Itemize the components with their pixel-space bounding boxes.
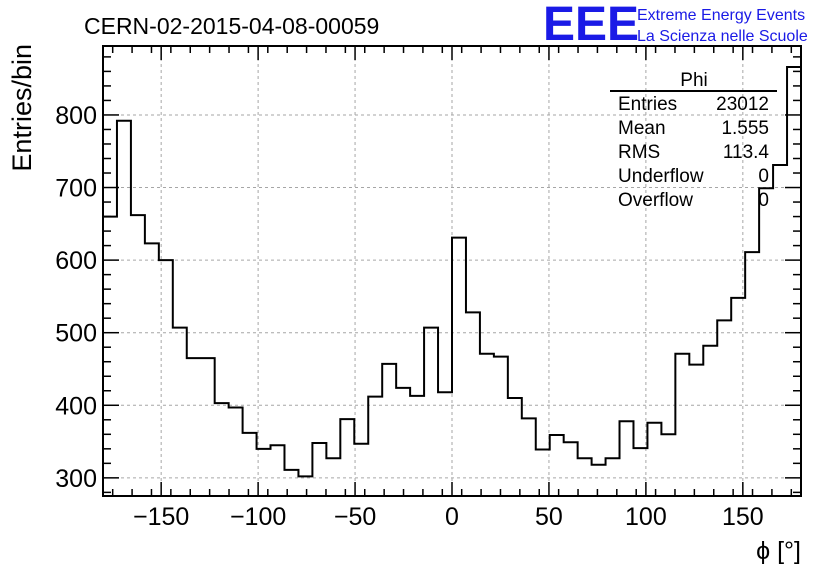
histogram-bin	[298, 476, 312, 496]
histogram-bin	[745, 252, 759, 496]
histogram-bin	[340, 419, 354, 496]
histogram-outline	[103, 66, 801, 478]
y-axis-ticks: 300 400 500 600 700 800	[55, 56, 801, 494]
stats-row-label: Mean	[618, 118, 666, 139]
histogram-bin	[452, 238, 466, 496]
histogram-bin	[243, 433, 257, 496]
x-axis-ticks: −150 −100 −50 0 50 100 150	[111, 46, 793, 531]
histogram-bin	[675, 354, 689, 496]
histogram-bin	[368, 397, 382, 496]
histogram-bin	[326, 458, 340, 496]
histogram-bin	[396, 388, 410, 496]
histogram-bin	[187, 358, 201, 496]
y-tick-label: 700	[55, 175, 97, 203]
y-tick-label: 500	[55, 320, 97, 348]
stats-box-title: Phi	[680, 70, 707, 91]
histogram-bin	[592, 465, 606, 496]
x-tick-label: −50	[334, 503, 376, 531]
histogram-bin	[717, 320, 731, 496]
histogram-bin	[215, 403, 229, 496]
histogram-bin	[173, 328, 187, 496]
stats-row-label: Entries	[618, 94, 677, 115]
stats-row-value: 23012	[716, 94, 769, 115]
histogram-bin	[271, 445, 285, 496]
stats-box-rows: Entries 23012 Mean 1.555 RMS 113.4 Underflow 0 O…	[618, 94, 769, 211]
histogram-bin	[117, 121, 131, 496]
histogram-bin	[354, 444, 368, 496]
histogram-bin	[536, 450, 550, 496]
x-tick-label: −100	[230, 503, 286, 531]
histogram-bin	[424, 328, 438, 496]
histogram-bin	[564, 442, 578, 496]
logo-line2: La Scienza nelle Scuole	[637, 28, 808, 45]
histogram-bin	[773, 165, 787, 496]
histogram-bin	[522, 418, 536, 496]
histogram-bin	[410, 396, 424, 496]
histogram-bin	[159, 260, 173, 496]
histogram-bin	[229, 407, 243, 496]
histogram-bin	[759, 188, 773, 496]
histogram-bin	[438, 392, 452, 496]
histogram-bin	[620, 421, 634, 496]
x-tick-label: −150	[133, 503, 189, 531]
stats-row-label: Overflow	[618, 190, 693, 211]
y-axis-label: Entries/bin	[7, 44, 37, 172]
x-tick-label: 150	[722, 503, 764, 531]
histogram-bin	[647, 423, 661, 496]
histogram-bin	[466, 312, 480, 496]
x-tick-label: 50	[535, 503, 563, 531]
logo-line1: Extreme Energy Events	[637, 7, 805, 24]
stats-row-value: 0	[758, 190, 769, 211]
histogram-bin	[550, 435, 564, 496]
histogram-bin	[312, 443, 326, 496]
histogram-bin	[731, 298, 745, 496]
histogram-bin	[382, 364, 396, 496]
histogram-bin	[578, 458, 592, 496]
x-axis-label: ϕ [°]	[756, 537, 801, 565]
stats-row-value: 0	[758, 166, 769, 187]
logo: EEE Extreme Energy Events La Scienza nel…	[543, 0, 808, 51]
histogram-bin	[661, 434, 675, 496]
histogram-bin	[689, 365, 703, 496]
histogram-bin	[508, 398, 522, 496]
histogram-bin	[787, 67, 801, 496]
histogram-bin	[131, 215, 145, 496]
chart-title: CERN-02-2015-04-08-00059	[84, 13, 379, 39]
histogram-bin	[201, 358, 215, 496]
stats-row-label: Underflow	[618, 166, 704, 187]
x-tick-label: 0	[445, 503, 459, 531]
stats-box: Phi Entries 23012 Mean 1.555 RMS 113.4 Underfl…	[610, 70, 777, 211]
histogram-bin	[480, 354, 494, 496]
histogram-bin	[703, 346, 717, 496]
histogram-bin	[103, 217, 117, 496]
y-tick-label: 600	[55, 247, 97, 275]
stats-row-value: 113.4	[723, 142, 770, 163]
y-tick-label: 400	[55, 392, 97, 420]
stats-row-label: RMS	[618, 142, 660, 163]
y-tick-label: 800	[55, 102, 97, 130]
histogram-bin	[494, 357, 508, 496]
histogram-bin	[145, 243, 159, 496]
x-tick-label: 100	[625, 503, 667, 531]
logo-mark: EEE	[543, 0, 639, 51]
y-tick-label: 300	[55, 465, 97, 493]
stats-row-value: 1.555	[721, 118, 769, 139]
